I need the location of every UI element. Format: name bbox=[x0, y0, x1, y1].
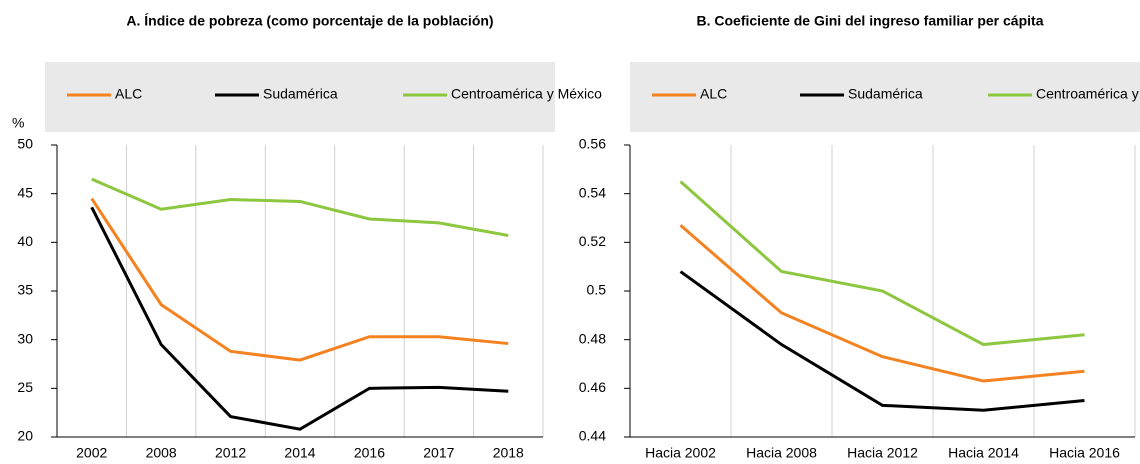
y-tick-label: 0.54 bbox=[579, 184, 606, 200]
y-tick-label: 0.52 bbox=[579, 233, 606, 249]
x-tick-label: 2008 bbox=[146, 445, 177, 461]
legend-label: Sudamérica bbox=[848, 86, 923, 102]
legend-label: ALC bbox=[700, 86, 727, 102]
y-tick-label: 50 bbox=[17, 136, 33, 152]
x-tick-label: 2014 bbox=[284, 445, 315, 461]
x-tick-label: 2017 bbox=[423, 445, 454, 461]
line-series bbox=[679, 270, 1085, 412]
y-tick-label: 0.48 bbox=[579, 330, 606, 346]
y-tick-label: 30 bbox=[17, 330, 33, 346]
line-series bbox=[679, 224, 1085, 383]
x-tick-label: 2002 bbox=[76, 445, 107, 461]
y-tick-label: 0.5 bbox=[587, 282, 607, 298]
chart-title: B. Coeficiente de Gini del ingreso famil… bbox=[697, 13, 1044, 29]
y-tick-label: 20 bbox=[17, 428, 33, 444]
legend-label: Centroamérica y México bbox=[1036, 86, 1140, 102]
x-tick-label: Hacia 2014 bbox=[948, 445, 1019, 461]
y-tick-label: 0.56 bbox=[579, 136, 606, 152]
x-tick-label: 2018 bbox=[493, 445, 524, 461]
line-series bbox=[679, 180, 1085, 347]
x-tick-label: Hacia 2008 bbox=[746, 445, 817, 461]
x-tick-label: Hacia 2016 bbox=[1049, 445, 1120, 461]
x-tick-label: Hacia 2002 bbox=[645, 445, 716, 461]
y-tick-label: 45 bbox=[17, 184, 33, 200]
y-tick-label: 40 bbox=[17, 233, 33, 249]
legend-label: Centroamérica y México bbox=[451, 86, 602, 102]
y-tick-label: 25 bbox=[17, 379, 33, 395]
line-series bbox=[90, 206, 509, 431]
x-tick-label: 2012 bbox=[215, 445, 246, 461]
legend-label: ALC bbox=[115, 86, 142, 102]
y-axis-label: % bbox=[12, 115, 24, 131]
y-tick-label: 35 bbox=[17, 282, 33, 298]
line-series bbox=[90, 197, 509, 362]
chart-title: A. Índice de pobreza (como porcentaje de… bbox=[126, 13, 493, 29]
x-tick-label: Hacia 2012 bbox=[847, 445, 918, 461]
line-series bbox=[91, 177, 509, 237]
legend-label: Sudamérica bbox=[263, 86, 338, 102]
x-tick-label: 2016 bbox=[354, 445, 385, 461]
y-tick-label: 0.44 bbox=[579, 428, 606, 444]
legend-box bbox=[45, 62, 555, 132]
y-tick-label: 0.46 bbox=[579, 379, 606, 395]
legend-box bbox=[630, 62, 1140, 132]
